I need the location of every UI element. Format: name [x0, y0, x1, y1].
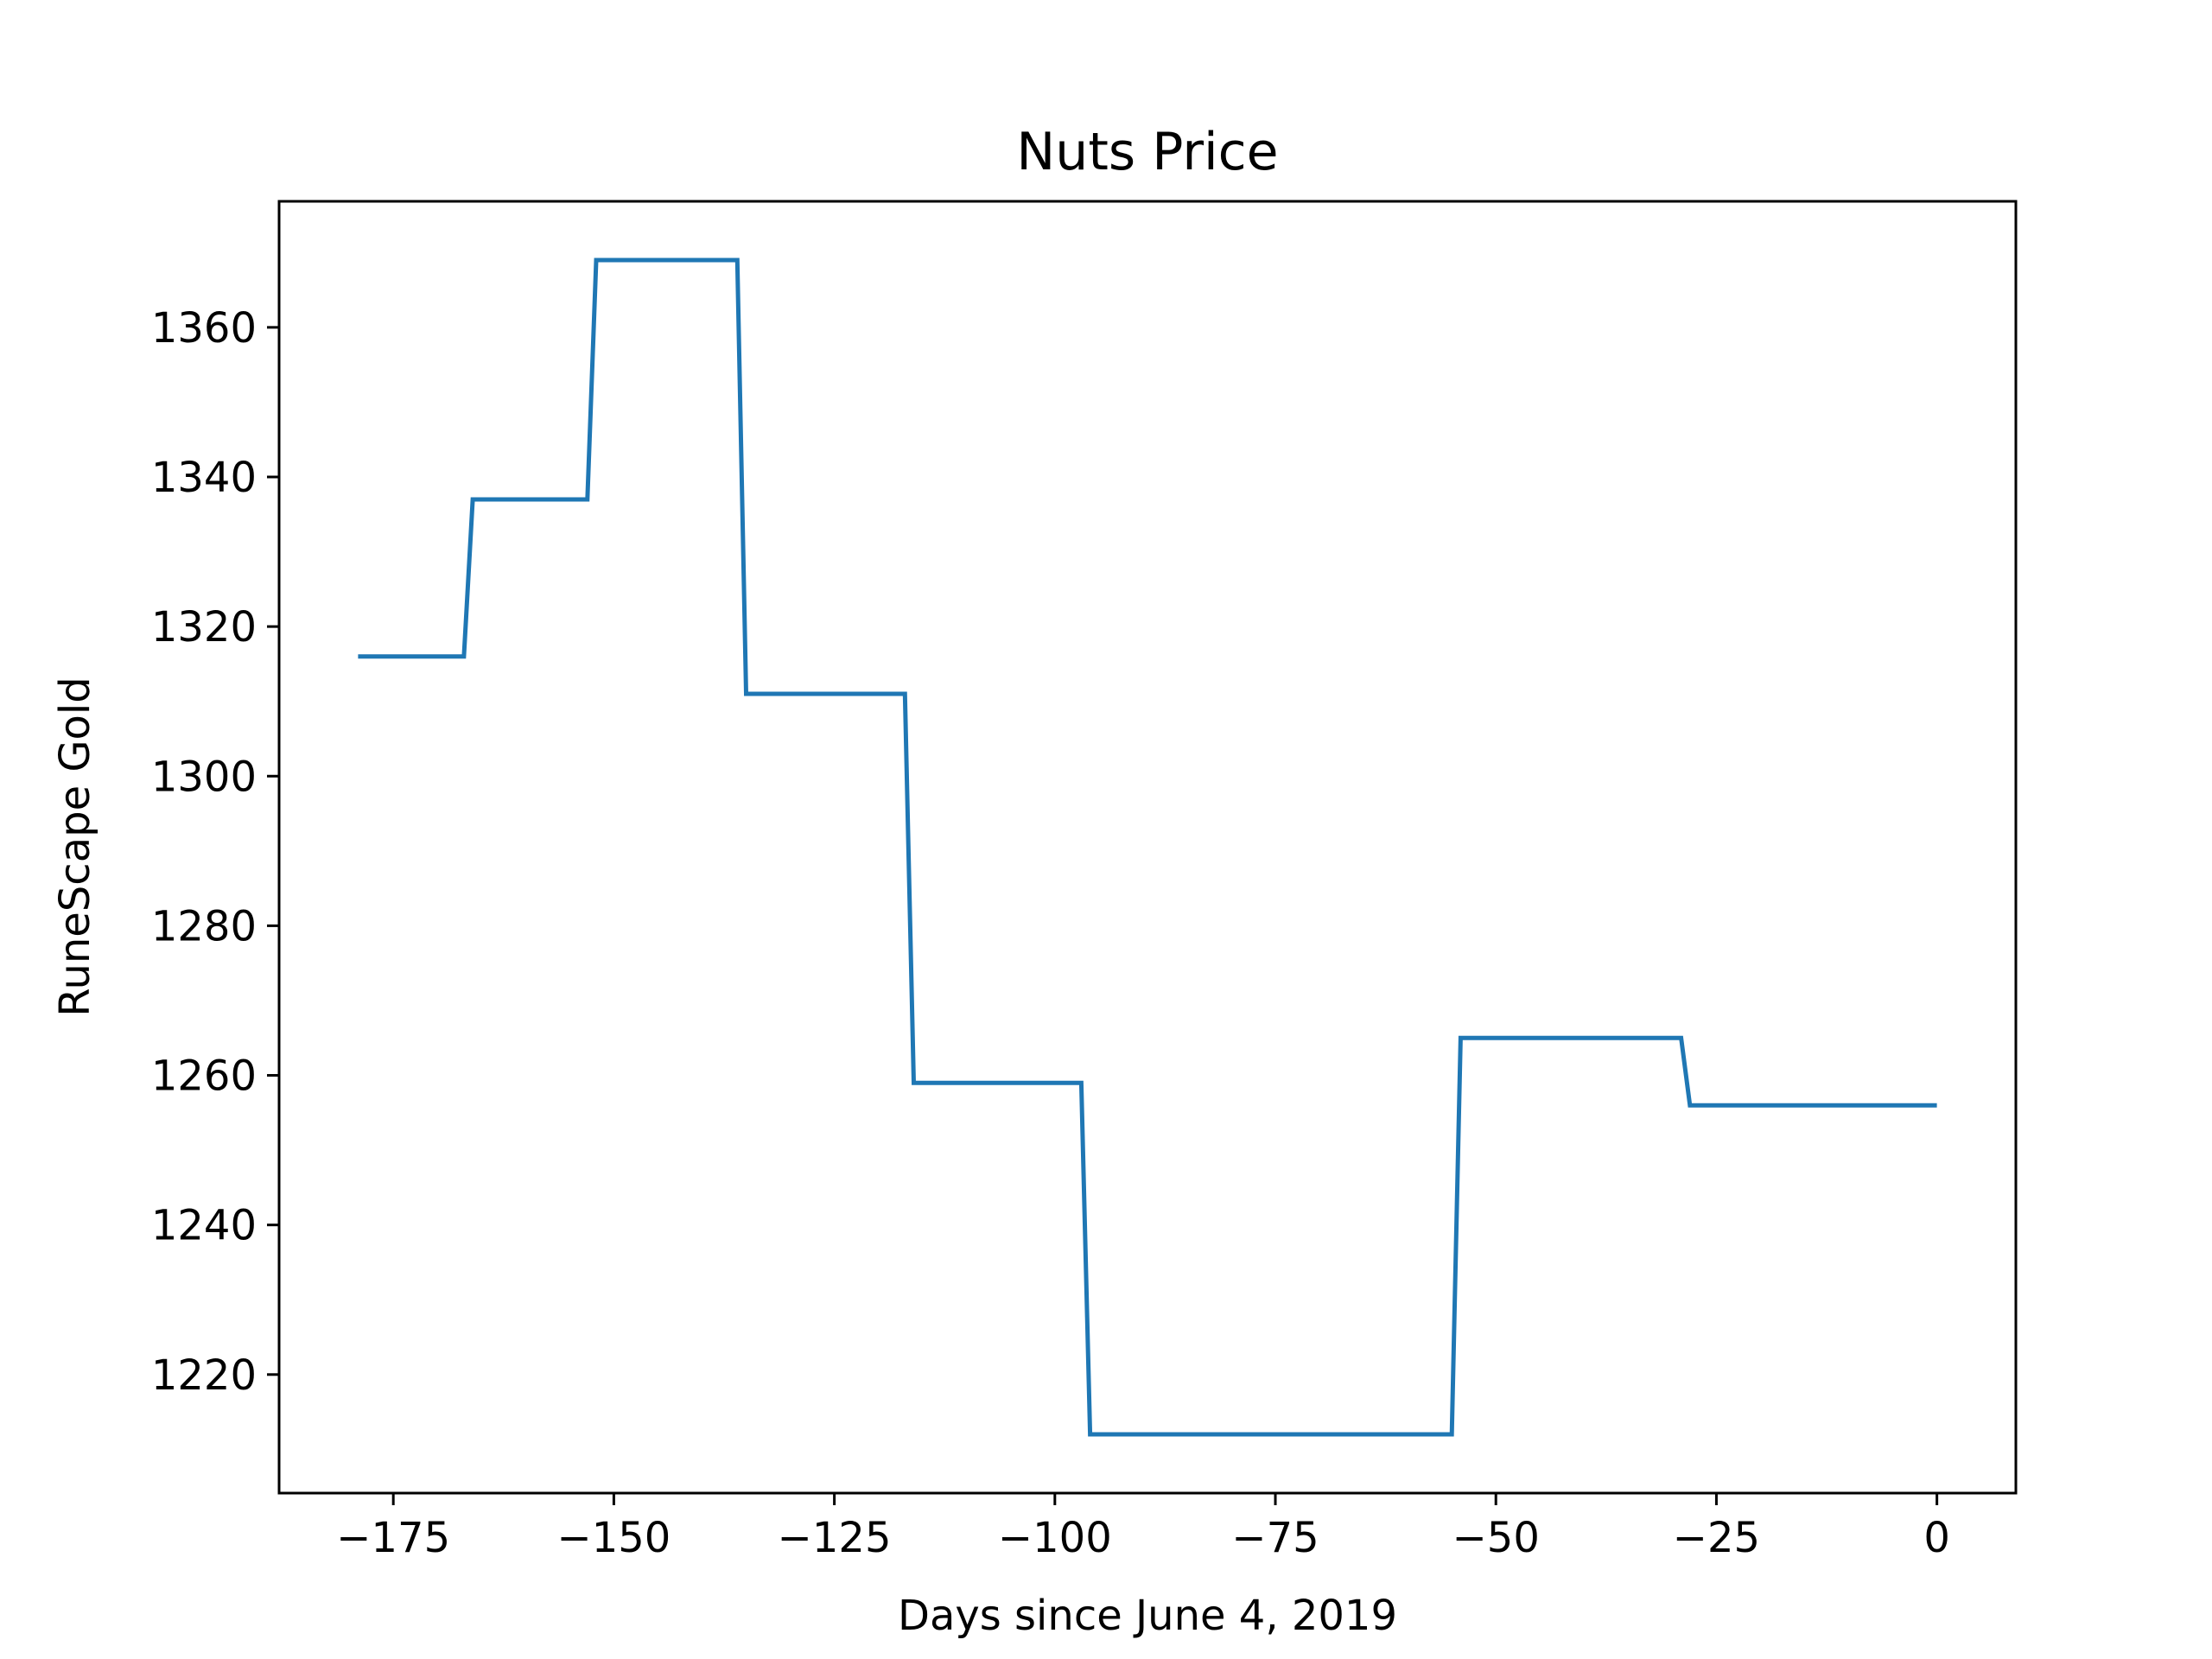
x-tick-label: −75	[1231, 1514, 1319, 1562]
x-tick-label: −125	[778, 1514, 892, 1562]
chart-title: Nuts Price	[1016, 122, 1278, 182]
x-axis-ticks: −175 −150 −125 −100 −75 −50 −25 0	[336, 1493, 1950, 1562]
y-tick-label: 1240	[151, 1202, 257, 1250]
y-axis-ticks: 1220 1240 1260 1280 1300 1320 1340 1360	[151, 304, 279, 1400]
x-tick-label: −175	[336, 1514, 450, 1562]
y-axis-label: RuneScape Gold	[51, 677, 99, 1016]
y-tick-label: 1360	[151, 304, 257, 353]
series-line-0	[358, 257, 1937, 1437]
y-tick-label: 1340	[151, 454, 257, 502]
y-tick-label: 1220	[151, 1351, 257, 1400]
x-tick-label: −25	[1673, 1514, 1760, 1562]
x-tick-label: −150	[556, 1514, 671, 1562]
y-tick-label: 1280	[151, 902, 257, 950]
y-tick-label: 1320	[151, 603, 257, 652]
x-axis-label: Days since June 4, 2019	[898, 1592, 1397, 1640]
x-tick-label: −50	[1452, 1514, 1540, 1562]
x-tick-label: −100	[998, 1514, 1112, 1562]
y-tick-label: 1260	[151, 1052, 257, 1101]
y-tick-label: 1300	[151, 753, 257, 801]
plot-area	[358, 257, 1937, 1437]
x-tick-label: 0	[1923, 1514, 1950, 1562]
plot-frame	[277, 200, 2018, 1495]
